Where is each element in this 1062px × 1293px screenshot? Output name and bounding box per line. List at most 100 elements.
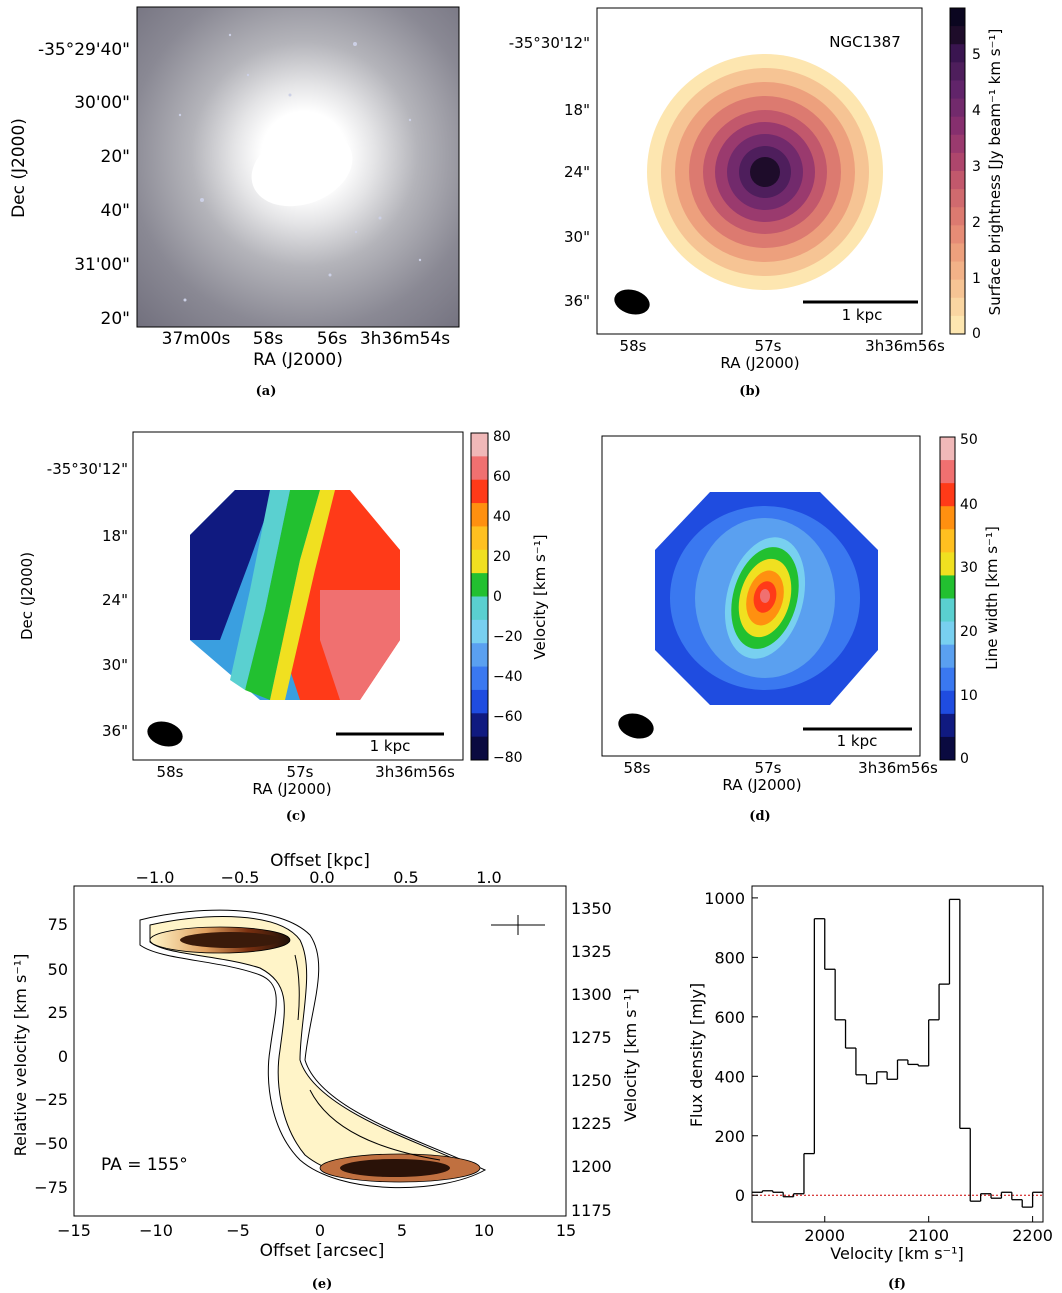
d-scalebar-label: 1 kpc <box>837 732 878 750</box>
a-xtick: 56s <box>317 329 348 349</box>
c-y-label: Dec (J2000) <box>18 552 36 640</box>
e-right-tick: 1200 <box>571 1157 612 1176</box>
e-right-label: Velocity [km s⁻¹] <box>621 988 640 1121</box>
colorbar-swatch <box>950 44 965 63</box>
colorbar-swatch <box>471 573 488 597</box>
colorbar-outline <box>470 432 489 761</box>
f-ytick: 600 <box>714 1008 745 1027</box>
colorbar-swatch <box>950 243 965 263</box>
c-cbar-tick: −40 <box>493 669 523 685</box>
colorbar-swatch <box>950 279 965 299</box>
d-cbar-tick: 50 <box>960 432 978 448</box>
c-cbar-tick: −20 <box>493 629 523 645</box>
d-xtick: 3h36m56s <box>858 759 938 777</box>
e-right-tick: 1275 <box>571 1028 612 1047</box>
c-cbar-ticks: 80 60 40 20 0 −20 −40 −60 −80 <box>493 429 523 766</box>
c-cbar-tick: −60 <box>493 709 523 725</box>
c-xtick: 57s <box>287 763 314 781</box>
c-xtick: 3h36m56s <box>375 763 455 781</box>
colorbar-swatch <box>950 189 965 208</box>
b-cbar-tick: 3 <box>972 159 981 175</box>
colorbar-swatch <box>940 598 955 623</box>
linewidth-map <box>655 492 878 705</box>
b-cbar-tick: 1 <box>972 271 981 287</box>
e-top-tick: −1.0 <box>136 868 175 887</box>
b-cbar-ticks: 0 1 2 3 4 5 <box>972 47 981 342</box>
c-cbar-tick: 60 <box>493 469 511 485</box>
e-right-tick: 1175 <box>571 1201 612 1220</box>
e-y-label: Relative velocity [km s⁻¹] <box>11 954 30 1157</box>
b-colorbar <box>949 7 966 335</box>
f-y-label: Flux density [mJy] <box>687 983 706 1127</box>
f-ytick: 1000 <box>704 889 745 908</box>
colorbar-swatch <box>950 207 965 226</box>
e-top-tick: 0.0 <box>309 868 334 887</box>
b-xtick: 57s <box>755 337 782 355</box>
colorbar-swatch <box>471 596 488 621</box>
e-xtick: 0 <box>315 1221 325 1240</box>
f-ytick: 0 <box>735 1186 745 1205</box>
colorbar-swatch <box>950 80 965 100</box>
d-x-ticks: 58s 57s 3h36m56s <box>624 759 938 777</box>
e-right-tick: 1225 <box>571 1114 612 1133</box>
colorbar-swatch <box>471 526 488 551</box>
e-top-tick: −0.5 <box>221 868 260 887</box>
e-ytick: 50 <box>48 960 68 979</box>
c-xtick: 58s <box>157 763 184 781</box>
colorbar-swatch <box>950 134 965 154</box>
f-xtick: 2100 <box>908 1226 949 1245</box>
colorbar-swatch <box>471 503 488 527</box>
colorbar-outline <box>939 436 956 761</box>
caption-a: (a) <box>256 384 277 399</box>
c-y-ticks: -35°30'12" 18" 24" 30" 36" <box>47 460 128 740</box>
f-frame <box>751 885 1044 1223</box>
b-xtick: 58s <box>620 337 647 355</box>
e-error-bar <box>491 915 545 935</box>
b-ytick: 36" <box>564 292 590 310</box>
panel-e: PA = 155° −15 −10 −5 0 5 10 15 Offset [a… <box>11 851 640 1292</box>
e-right-tick: 1350 <box>571 899 612 918</box>
f-x-ticks: 2000 2100 2200 <box>804 1226 1053 1245</box>
e-y-ticks: 75 50 25 0 −25 −50 −75 <box>34 915 68 1197</box>
f-x-tick-marks <box>824 1216 1034 1222</box>
colorbar-swatch <box>940 529 955 553</box>
colorbar-swatch <box>940 713 955 738</box>
colorbar-swatch <box>471 689 488 714</box>
colorbar-swatch <box>950 152 965 172</box>
e-right-tick: 1325 <box>571 942 612 961</box>
a-x-label: RA (J2000) <box>253 350 343 370</box>
e-x-label: Offset [arcsec] <box>260 1241 385 1261</box>
b-cbar-tick: 4 <box>972 103 981 119</box>
d-beam <box>618 713 654 739</box>
b-ytick: 18" <box>564 101 590 119</box>
c-cbar-tick: −80 <box>493 750 523 766</box>
colorbar-swatch <box>940 667 955 692</box>
b-cbar-label: Surface brightness [Jy beam⁻¹ km s⁻¹] <box>986 29 1004 316</box>
b-ytick: 24" <box>564 163 590 181</box>
e-top-tick: 0.5 <box>393 868 418 887</box>
b-beam <box>614 289 650 315</box>
c-cbar-tick: 40 <box>493 509 511 525</box>
c-beam <box>147 721 183 747</box>
d-xtick: 57s <box>755 759 782 777</box>
colorbar-swatch <box>950 26 965 45</box>
colorbar-swatch <box>940 552 955 576</box>
e-xtick: 5 <box>397 1221 407 1240</box>
colorbar-swatch <box>471 619 488 644</box>
pv-diagram <box>139 909 487 1189</box>
colorbar-swatch <box>471 736 488 761</box>
colorbar-swatch <box>471 666 488 691</box>
caption-d: (d) <box>749 809 770 824</box>
a-ytick: 30'00" <box>74 93 130 113</box>
a-ytick: 40" <box>101 201 130 221</box>
d-xtick: 58s <box>624 759 651 777</box>
colorbar-swatch <box>940 483 955 507</box>
e-top-ticks: −1.0 −0.5 0.0 0.5 1.0 <box>136 868 502 887</box>
a-ytick: -35°29'40" <box>38 40 130 60</box>
e-right-ticks: 1350 1325 1300 1275 1250 1225 1200 1175 <box>571 899 612 1220</box>
c-x-label: RA (J2000) <box>252 780 331 798</box>
f-xtick: 2200 <box>1012 1226 1053 1245</box>
d-cbar-tick: 0 <box>960 751 969 767</box>
